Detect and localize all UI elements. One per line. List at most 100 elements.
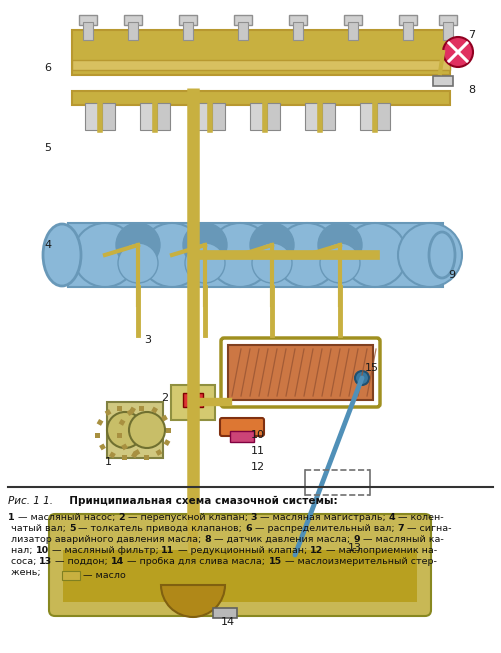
Ellipse shape: [429, 232, 455, 278]
Bar: [293, 22, 303, 40]
Bar: [127, 409, 133, 416]
Bar: [179, 15, 197, 25]
Text: — масляная магистраль;: — масляная магистраль;: [257, 513, 389, 522]
Bar: [151, 407, 158, 413]
Text: — масляный ка-: — масляный ка-: [360, 535, 443, 544]
Circle shape: [443, 37, 473, 67]
Bar: [403, 22, 413, 40]
Bar: [107, 402, 163, 458]
Bar: [195, 103, 208, 130]
Circle shape: [398, 223, 462, 287]
Bar: [228, 345, 373, 400]
Text: 1: 1: [8, 513, 15, 522]
Circle shape: [343, 223, 407, 287]
Text: жень;: жень;: [8, 568, 44, 577]
Text: 2: 2: [118, 513, 125, 522]
Bar: [97, 419, 103, 426]
Circle shape: [185, 243, 225, 283]
Text: 11: 11: [251, 446, 265, 456]
Bar: [183, 22, 193, 40]
Text: соса;: соса;: [8, 557, 40, 566]
Circle shape: [140, 223, 204, 287]
Bar: [63, 550, 417, 602]
Bar: [102, 103, 115, 130]
Text: — маслоприемник на-: — маслоприемник на-: [323, 546, 437, 555]
Circle shape: [275, 223, 339, 287]
Bar: [267, 103, 280, 130]
Bar: [142, 439, 148, 446]
Circle shape: [183, 223, 227, 267]
Bar: [99, 443, 106, 451]
Bar: [238, 22, 248, 40]
Bar: [62, 571, 80, 580]
Bar: [439, 15, 457, 25]
Bar: [289, 15, 307, 25]
Text: — пробка для слива масла;: — пробка для слива масла;: [125, 557, 269, 566]
Text: — масло: — масло: [83, 571, 126, 579]
Text: 14: 14: [111, 557, 125, 566]
Bar: [140, 103, 153, 130]
Text: 8: 8: [468, 85, 475, 95]
Text: — датчик давления масла;: — датчик давления масла;: [211, 535, 353, 544]
FancyBboxPatch shape: [49, 514, 431, 616]
Bar: [305, 103, 318, 130]
Text: 9: 9: [353, 535, 360, 544]
Text: 1: 1: [105, 457, 112, 467]
Text: Принципиальная схема смазочной системы:: Принципиальная схема смазочной системы:: [62, 496, 338, 506]
Circle shape: [118, 243, 158, 283]
Text: лизатор аварийного давления масла;: лизатор аварийного давления масла;: [8, 535, 204, 544]
Text: чатый вал;: чатый вал;: [8, 524, 69, 533]
Bar: [131, 452, 138, 458]
Wedge shape: [161, 585, 225, 617]
Bar: [348, 22, 358, 40]
Circle shape: [318, 223, 362, 267]
Text: 2: 2: [161, 393, 168, 403]
Text: 6: 6: [45, 63, 52, 73]
Circle shape: [116, 223, 160, 267]
Bar: [433, 76, 453, 86]
Text: 3: 3: [250, 513, 257, 522]
Text: 13: 13: [40, 557, 53, 566]
Bar: [105, 409, 112, 416]
Bar: [157, 103, 170, 130]
Bar: [344, 15, 362, 25]
Text: 14: 14: [221, 617, 235, 627]
Text: 9: 9: [448, 270, 455, 280]
Circle shape: [73, 223, 137, 287]
Bar: [123, 454, 127, 460]
Text: 8: 8: [204, 535, 211, 544]
Bar: [399, 15, 417, 25]
Text: 13: 13: [348, 543, 362, 553]
Text: 7: 7: [397, 524, 404, 533]
Text: — сигна-: — сигна-: [404, 524, 451, 533]
Circle shape: [129, 412, 165, 448]
Bar: [121, 443, 128, 451]
Text: 12: 12: [310, 546, 323, 555]
Bar: [213, 608, 237, 618]
Bar: [166, 428, 171, 432]
Text: 10: 10: [36, 546, 49, 555]
Bar: [128, 22, 138, 40]
Text: — маслоизмерительный стер-: — маслоизмерительный стер-: [282, 557, 436, 566]
Bar: [118, 432, 123, 438]
Bar: [72, 91, 450, 105]
Text: — перепускной клапан;: — перепускной клапан;: [125, 513, 250, 522]
Bar: [124, 15, 142, 25]
Text: — распределительный вал;: — распределительный вал;: [252, 524, 397, 533]
Bar: [109, 452, 116, 458]
Bar: [234, 15, 252, 25]
Circle shape: [208, 223, 272, 287]
Bar: [183, 393, 203, 407]
Text: 12: 12: [251, 462, 265, 472]
Bar: [230, 431, 254, 442]
Bar: [171, 385, 215, 420]
Text: 6: 6: [245, 524, 252, 533]
Text: 7: 7: [468, 30, 475, 40]
Bar: [119, 419, 125, 426]
Bar: [161, 415, 168, 421]
Bar: [212, 103, 225, 130]
FancyBboxPatch shape: [220, 418, 264, 436]
Text: 3: 3: [144, 335, 151, 345]
Text: — поддон;: — поддон;: [53, 557, 111, 566]
Bar: [377, 103, 390, 130]
